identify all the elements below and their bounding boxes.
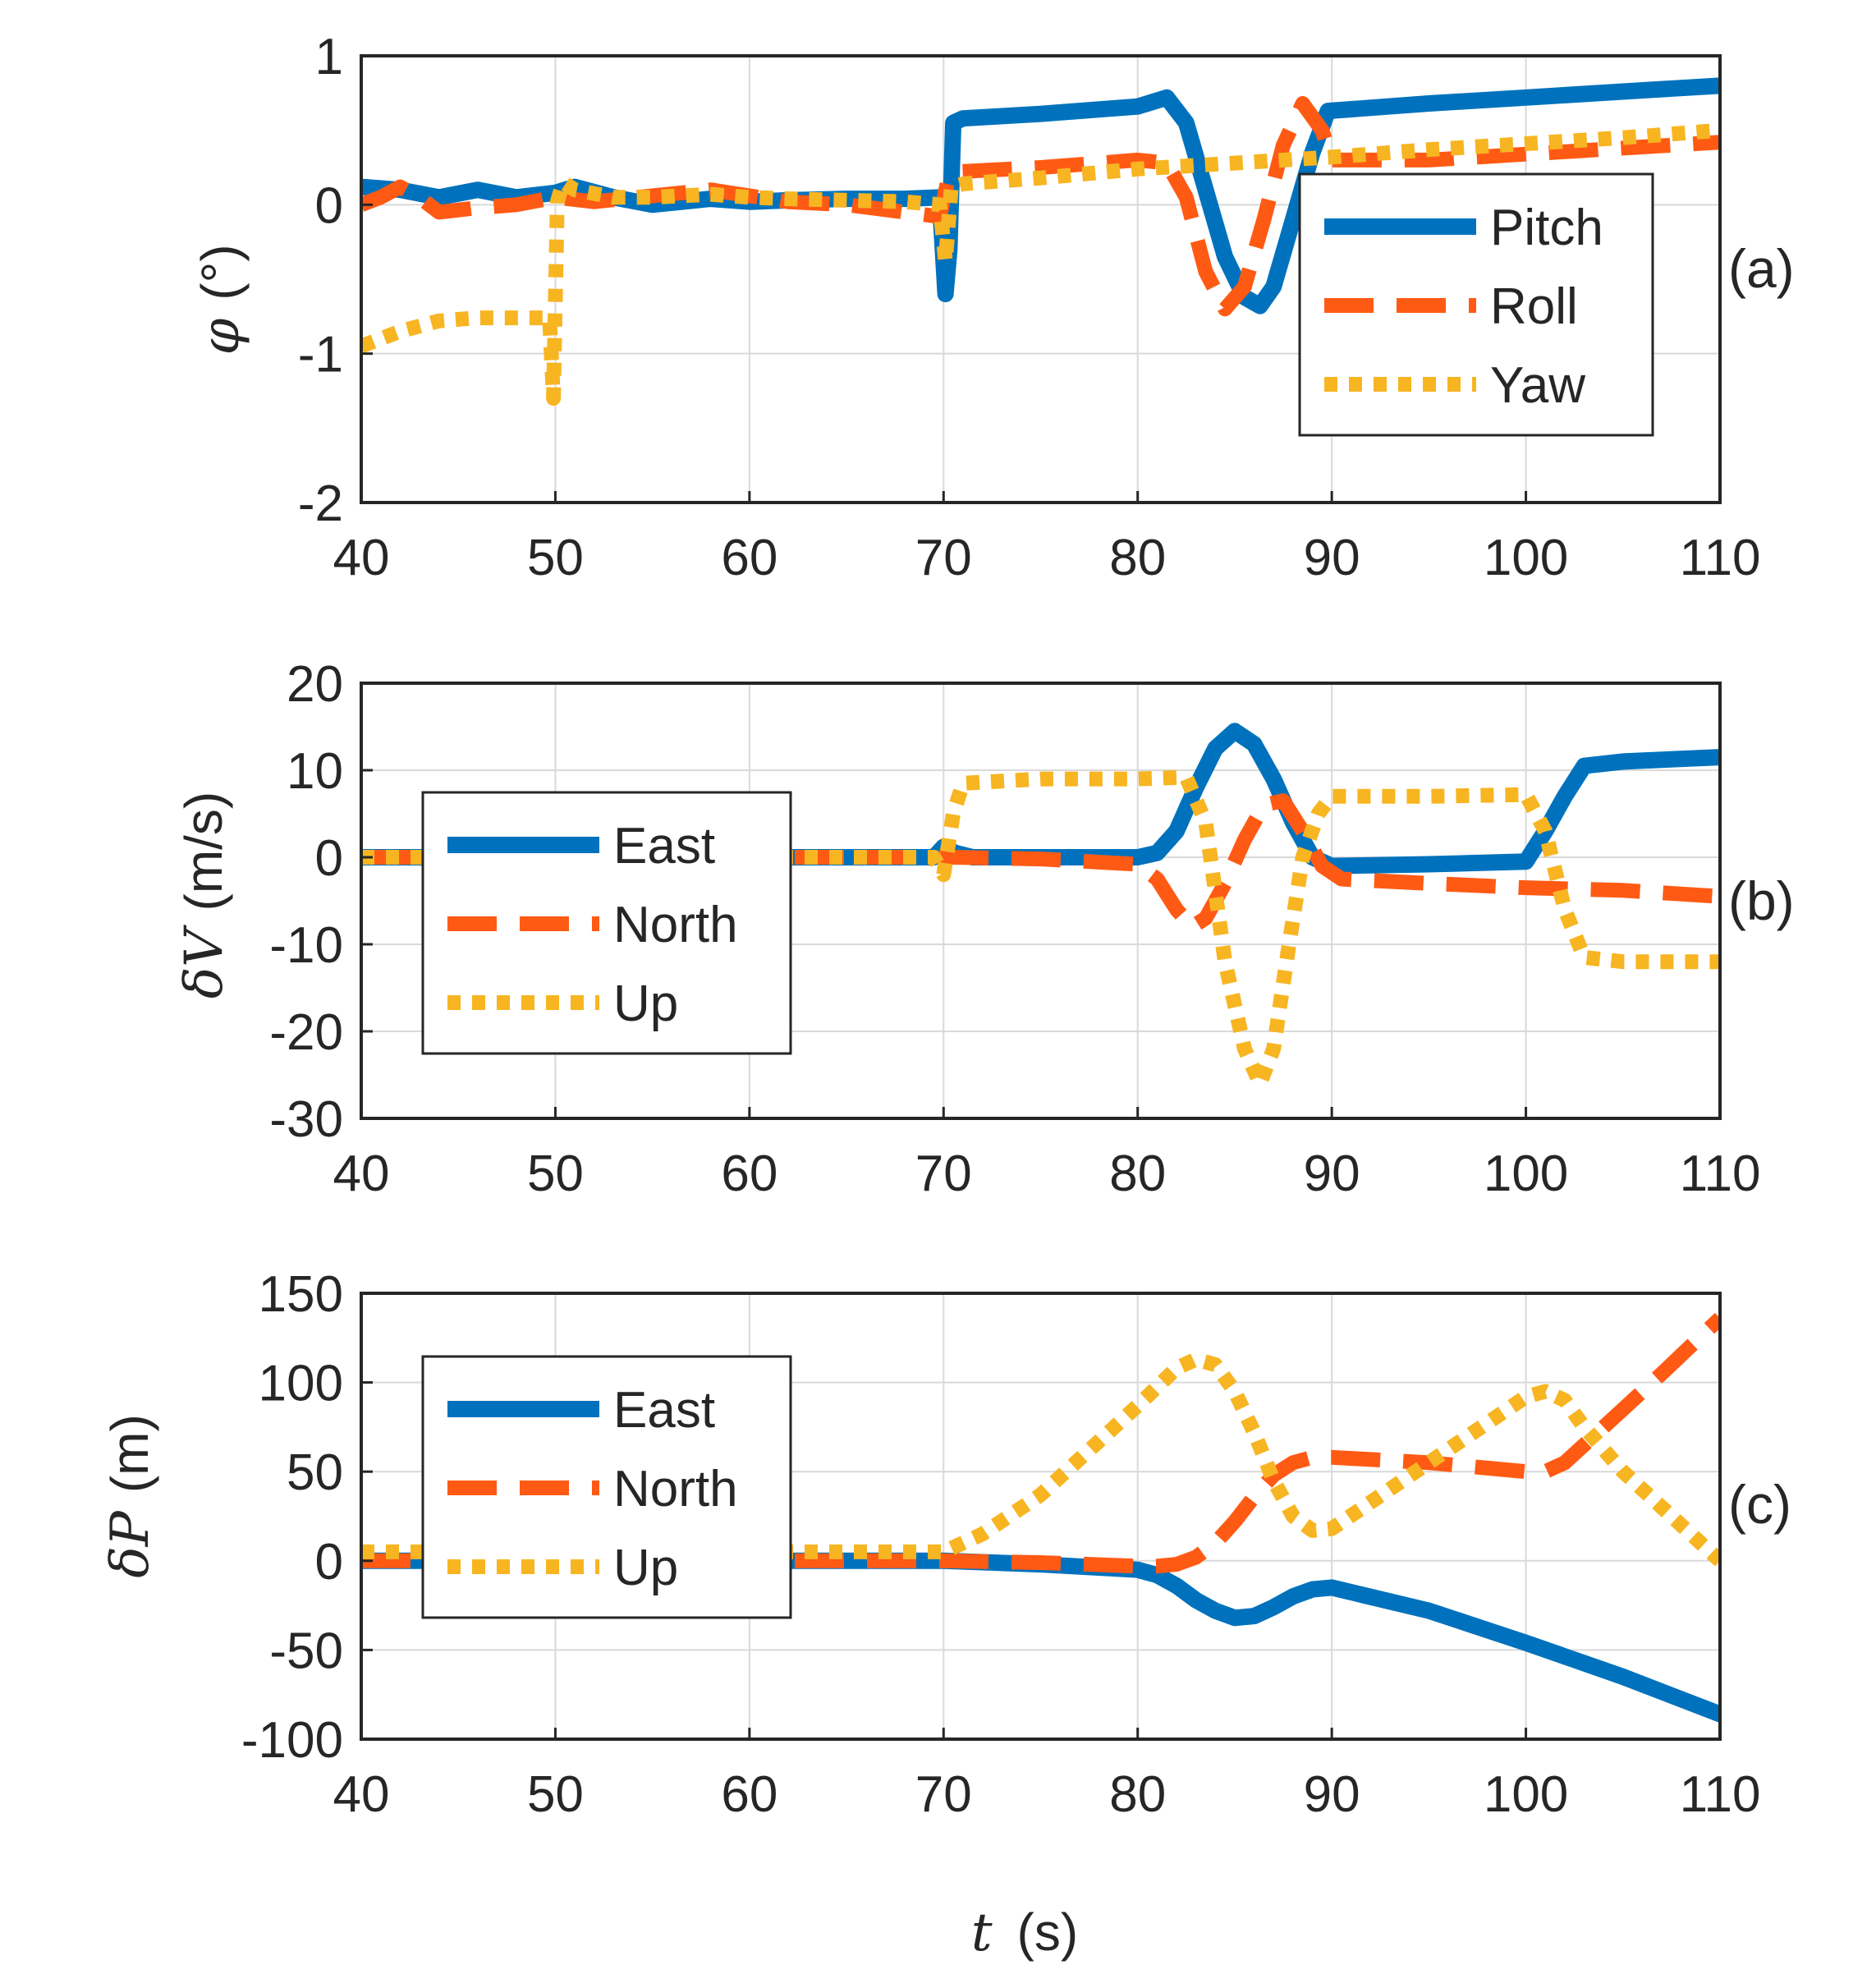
panel-c-series-up-line: [361, 1352, 1720, 1567]
panel-b-ytick-label: 0: [315, 830, 343, 887]
panel-b-xtick-label: 90: [1304, 1145, 1360, 1202]
panel-c-xlabel: t (s): [971, 1903, 1078, 1963]
panel-c-ylabel-symbol: δP: [100, 1510, 161, 1578]
panel-c-ticks: 40 50 60 70 80 90 100 110 -100 -50 0 50 100 150: [241, 1266, 1761, 1823]
panel-c-xtick-label: 110: [1680, 1766, 1761, 1823]
panel-c-ytick-label: 150: [259, 1266, 343, 1323]
panel-b-legend: East North Up: [421, 791, 792, 1055]
panel-c-xtick-label: 40: [333, 1766, 390, 1823]
panel-c-ylabel-unit: (m): [100, 1414, 159, 1493]
panel-c-label: (c): [1728, 1474, 1791, 1535]
panel-b-xtick-label: 80: [1109, 1145, 1166, 1202]
panel-a-xtick-label: 50: [527, 530, 584, 586]
panel-a-legend-label-roll: Roll: [1490, 278, 1578, 335]
panel-c-xtick-label: 100: [1484, 1766, 1568, 1823]
panel-a-series-yaw-line: [361, 122, 1720, 406]
panel-c-ylabel: δP (m): [100, 1414, 161, 1578]
panel-a-ylabel-symbol: φ: [190, 319, 251, 356]
panel-b-legend-label-north: North: [613, 897, 738, 953]
panel-b-xtick-label: 60: [721, 1145, 777, 1202]
panel-c: 40 50 60 70 80 90 100 110 -100 -50 0 50 100 150 δP (m)…: [100, 1266, 1791, 1963]
panel-a-ticks: 40 50 60 70 80 90 100 110 -2 -1 0 1: [298, 29, 1761, 586]
panel-c-xtick-label: 60: [721, 1766, 777, 1823]
panel-c-xlabel-unit: (s): [1017, 1903, 1079, 1962]
panel-a-axes-box: [360, 54, 1722, 504]
panel-c-legend-label-east: East: [613, 1382, 715, 1439]
panel-c-xtick-label: 70: [915, 1766, 972, 1823]
panel-b-xtick-label: 50: [527, 1145, 584, 1202]
panel-a-label: (a): [1728, 238, 1795, 299]
panel-b-ytick-label: -10: [269, 917, 343, 974]
panel-c-series-layer: [361, 1312, 1720, 1723]
panel-a-xtick-label: 70: [915, 530, 972, 586]
panel-a-xtick-label: 80: [1109, 530, 1166, 586]
panel-a-ytick-label: 1: [315, 29, 343, 85]
panel-c-xtick-label: 90: [1304, 1766, 1360, 1823]
panel-c-ytick-label: 0: [315, 1534, 343, 1591]
panel-c-legend: East North Up: [421, 1355, 792, 1619]
panel-c-series-north-line: [361, 1312, 1720, 1574]
panel-a-ytick-label: -2: [298, 475, 343, 532]
panel-b-label: (b): [1728, 870, 1795, 931]
panel-c-legend-label-north: North: [613, 1461, 738, 1517]
panel-a-ytick-label: 0: [315, 177, 343, 234]
panel-b-ytick-label: -30: [269, 1091, 343, 1148]
panel-c-legend-label-up: Up: [613, 1540, 678, 1596]
panel-a-xtick-label: 60: [721, 530, 777, 586]
panel-b-xtick-label: 70: [915, 1145, 972, 1202]
panel-b-ylabel-unit: (m/s): [174, 792, 233, 911]
panel-a-legend-label-yaw: Yaw: [1490, 357, 1585, 414]
panel-b-ylabel-symbol: δV: [174, 925, 235, 999]
panel-c-ytick-label: -50: [269, 1623, 343, 1679]
panel-a-xtick-label: 90: [1304, 530, 1360, 586]
panel-b-ytick-label: 20: [287, 656, 343, 713]
panel-c-xtick-label: 80: [1109, 1766, 1166, 1823]
panel-a-legend: Pitch Roll Yaw: [1298, 172, 1654, 437]
panel-c-ytick-label: 50: [287, 1444, 343, 1501]
panel-b-series-up-line: [361, 769, 1720, 1091]
panel-a-xtick-label: 100: [1484, 530, 1568, 586]
panel-c-ytick-label: 100: [259, 1356, 343, 1412]
panel-b-axes-box: [360, 682, 1722, 1120]
panel-b-legend-label-up: Up: [613, 976, 678, 1032]
panel-a-ylabel: φ (°): [190, 244, 251, 355]
panel-b-xtick-label: 40: [333, 1145, 390, 1202]
panel-a-xtick-label: 40: [333, 530, 390, 586]
panel-b-ytick-label: 10: [287, 743, 343, 800]
panel-a-series-roll-line: [361, 96, 1720, 317]
panel-b-series-layer: [361, 723, 1720, 1091]
panel-b-legend-label-east: East: [613, 818, 715, 875]
panel-a-ytick-label: -1: [298, 327, 343, 383]
panel-a-xtick-label: 110: [1680, 530, 1761, 586]
panel-b-ticks: 40 50 60 70 80 90 100 110 -30 -20 -10 0 10 20: [269, 656, 1760, 1202]
panel-b-xtick-label: 110: [1680, 1145, 1761, 1202]
panel-c-xtick-label: 50: [527, 1766, 584, 1823]
panel-a-legend-label-pitch: Pitch: [1490, 200, 1603, 256]
panel-b-xtick-label: 100: [1484, 1145, 1568, 1202]
panel-b: 40 50 60 70 80 90 100 110 -30 -20 -10 0 10 20 δV (m/s)…: [174, 656, 1795, 1202]
panel-c-xlabel-symbol: t: [971, 1903, 993, 1963]
panel-a-ylabel-unit: (°): [190, 244, 250, 300]
panel-c-axes-box: [360, 1292, 1722, 1741]
panel-c-ytick-label: -100: [241, 1712, 343, 1769]
panel-b-ylabel: δV (m/s): [174, 792, 235, 998]
panel-b-ytick-label: -20: [269, 1004, 343, 1061]
panel-a: 40 50 60 70 80 90 100 110 -2 -1 0 1 φ (°) (a) Pitch R…: [190, 29, 1795, 586]
